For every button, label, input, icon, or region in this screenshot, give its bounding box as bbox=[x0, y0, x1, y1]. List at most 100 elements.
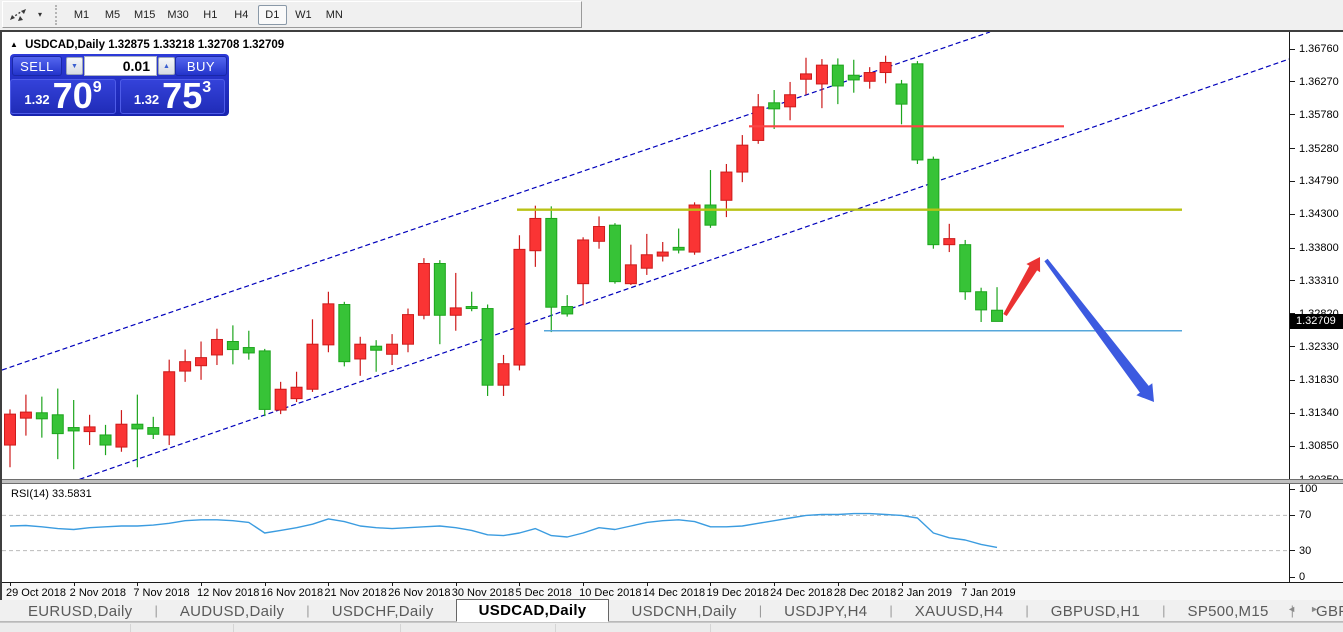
tf-button-m1[interactable]: M1 bbox=[73, 8, 90, 21]
candle-body bbox=[386, 343, 399, 355]
candle-body bbox=[991, 309, 1004, 322]
bullish-arrow[interactable] bbox=[1003, 257, 1041, 316]
bid-price-pipette: 9 bbox=[92, 79, 102, 96]
tf-button-mn[interactable]: MN bbox=[325, 8, 343, 21]
candle-body bbox=[481, 308, 494, 386]
current-price-badge: 1.32709 bbox=[1290, 313, 1343, 329]
tf-button-m15[interactable]: M15 bbox=[134, 8, 156, 21]
price-axis-tick bbox=[1290, 346, 1295, 348]
date-axis-tick bbox=[901, 583, 903, 586]
tf-button-w1[interactable]: W1 bbox=[295, 8, 312, 21]
candle-body bbox=[752, 106, 765, 141]
bearish-arrow[interactable] bbox=[1044, 258, 1154, 402]
price-axis-label: 1.34300 bbox=[1299, 208, 1339, 221]
date-axis-tick bbox=[710, 583, 712, 586]
status-separator bbox=[400, 624, 401, 632]
toolbar-dropdown-caret-icon[interactable]: ▾ bbox=[37, 10, 42, 19]
price-axis-tick bbox=[1290, 445, 1295, 447]
date-axis-tick bbox=[774, 583, 776, 586]
tf-button-m5[interactable]: M5 bbox=[104, 8, 121, 21]
rsi-axis-tick bbox=[1290, 576, 1295, 578]
panel-divider-handle[interactable] bbox=[2, 479, 1343, 484]
ask-price-box[interactable]: 1.32 75 3 bbox=[120, 78, 225, 114]
buy-button[interactable]: BUY bbox=[175, 56, 227, 76]
candle-body bbox=[847, 74, 860, 81]
candle-body bbox=[433, 262, 446, 316]
price-axis-label: 1.31830 bbox=[1299, 374, 1339, 387]
candle-body bbox=[720, 171, 733, 201]
rsi-axis-label: 70 bbox=[1299, 509, 1312, 522]
bid-price-box[interactable]: 1.32 70 9 bbox=[10, 75, 116, 116]
candle-body bbox=[4, 413, 16, 446]
tab-usdchf-daily[interactable]: USDCHF,Daily bbox=[331, 602, 434, 620]
candle-body bbox=[513, 248, 526, 366]
candle-body bbox=[354, 343, 367, 360]
candle-body bbox=[959, 244, 972, 293]
ask-price-prefix: 1.32 bbox=[133, 92, 160, 107]
candle-body bbox=[736, 144, 749, 173]
candle-body bbox=[608, 224, 621, 283]
ohlc-close: 1.32709 bbox=[242, 39, 285, 51]
tab-usdcnh-daily[interactable]: USDCNH,Daily bbox=[631, 602, 737, 620]
candle-body bbox=[672, 246, 685, 251]
tab-gbpusd-daily[interactable]: GBPUSD,Daily bbox=[1316, 602, 1343, 620]
channel-lower[interactable] bbox=[71, 58, 1289, 482]
price-axis-label: 1.31340 bbox=[1299, 407, 1339, 420]
candle-body bbox=[163, 371, 176, 436]
price-axis-tick bbox=[1290, 180, 1295, 182]
tf-button-d1[interactable]: D1 bbox=[257, 4, 287, 25]
rsi-axis-tick bbox=[1290, 514, 1295, 516]
candle-body bbox=[688, 204, 701, 253]
candlestick-chart[interactable] bbox=[2, 32, 1289, 482]
tab-gbpusd-h1[interactable]: GBPUSD,H1 bbox=[1050, 602, 1141, 620]
toolbar-grip bbox=[55, 4, 60, 25]
one-click-trade-panel: SELL ▼ ▲ BUY 1.32 70 9 1.32 75 3 bbox=[10, 54, 229, 116]
bid-price-big: 70 bbox=[52, 75, 93, 116]
candle-body bbox=[19, 411, 32, 419]
timeframe-buttons: M1 M5 M15 M30 H1 H4 D1 W1 MN bbox=[66, 4, 350, 25]
date-axis-label: 26 Nov 2018 bbox=[388, 587, 451, 599]
candle-body bbox=[895, 83, 908, 105]
tab-audusd-daily[interactable]: AUDUSD,Daily bbox=[179, 602, 285, 620]
price-axis-label: 1.32330 bbox=[1299, 340, 1339, 353]
date-axis-tick bbox=[137, 583, 139, 586]
tab-scroll-arrows[interactable]: ◄► bbox=[1287, 604, 1333, 614]
lot-increase-button[interactable]: ▲ bbox=[158, 57, 175, 75]
candle-body bbox=[131, 423, 144, 430]
price-axis-label: 1.33310 bbox=[1299, 274, 1339, 287]
tab-usdcad-daily[interactable]: USDCAD,Daily bbox=[455, 599, 610, 622]
tf-button-h4[interactable]: H4 bbox=[234, 8, 249, 21]
ohlc-low: 1.32708 bbox=[197, 39, 240, 51]
tab-eurusd-daily[interactable]: EURUSD,Daily bbox=[28, 602, 133, 620]
tab-sp500-m15[interactable]: SP500,M15 bbox=[1187, 602, 1269, 620]
main-chart-plot[interactable]: ▲ USDCAD,Daily 1.32875 1.33218 1.32708 1… bbox=[2, 32, 1289, 482]
bid-price-prefix: 1.32 bbox=[24, 92, 50, 107]
date-axis-tick bbox=[965, 583, 967, 586]
tab-scroll-left-icon[interactable]: ◄ bbox=[1287, 604, 1311, 614]
candle-body bbox=[115, 423, 128, 448]
price-axis-label: 1.30850 bbox=[1299, 440, 1339, 453]
candle-body bbox=[800, 73, 812, 80]
candle-body bbox=[322, 303, 335, 346]
tf-button-h1[interactable]: H1 bbox=[203, 8, 218, 21]
price-axis-label: 1.34790 bbox=[1299, 175, 1339, 188]
tab-xauusd-h4[interactable]: XAUUSD,H4 bbox=[914, 602, 1004, 620]
channel-upper[interactable] bbox=[2, 32, 991, 371]
candle-body bbox=[210, 338, 223, 356]
price-axis-tick bbox=[1290, 412, 1295, 414]
price-axis-label: 1.35280 bbox=[1299, 142, 1339, 155]
tab-usdjpy-h4[interactable]: USDJPY,H4 bbox=[784, 602, 868, 620]
chart-collapse-icon[interactable]: ▲ bbox=[10, 40, 18, 49]
lot-size-input[interactable] bbox=[85, 57, 156, 75]
sell-button[interactable]: SELL bbox=[12, 56, 62, 76]
tab-scroll-right-icon[interactable]: ► bbox=[1310, 604, 1333, 614]
ask-price-pipette: 3 bbox=[202, 79, 212, 96]
rsi-indicator-panel[interactable]: RSI(14) 33.5831 bbox=[2, 484, 1289, 582]
tf-button-m30[interactable]: M30 bbox=[167, 8, 189, 21]
candle-body bbox=[577, 239, 590, 285]
ohlc-high: 1.33218 bbox=[153, 39, 195, 51]
lot-decrease-button[interactable]: ▼ bbox=[66, 57, 83, 75]
chart-shift-arrows-icon[interactable] bbox=[3, 4, 33, 25]
candle-body bbox=[927, 158, 940, 246]
date-axis-label: 2 Jan 2019 bbox=[897, 587, 952, 599]
